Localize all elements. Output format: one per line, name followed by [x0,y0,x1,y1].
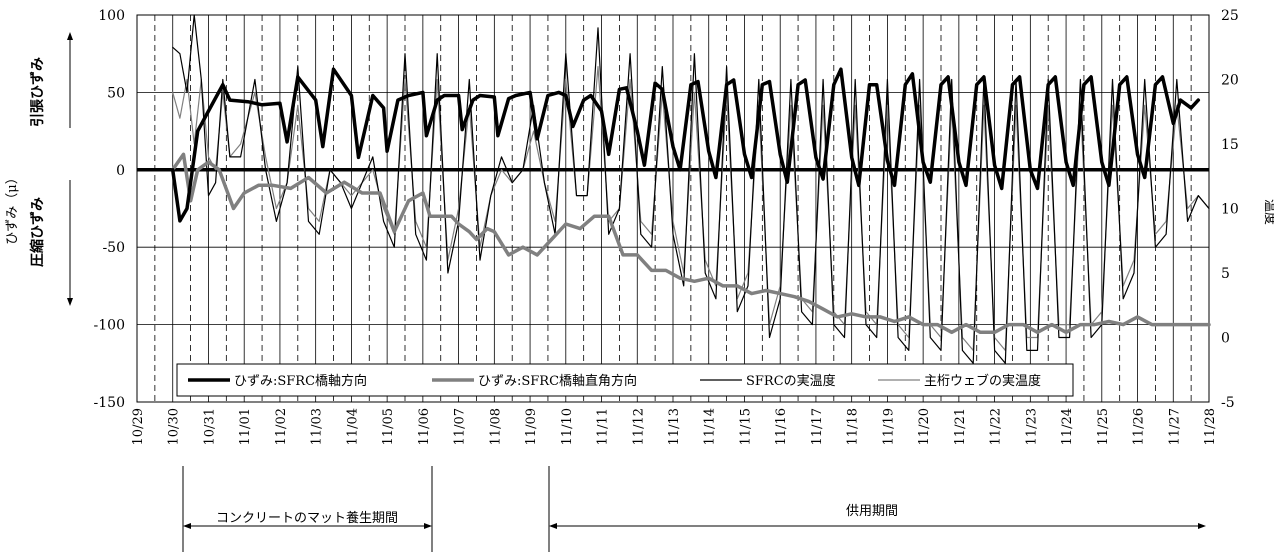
x-tick-label: 11/11 [596,408,611,445]
x-tick-label: 11/05 [381,408,396,445]
service-period-label: 供用期間 [846,504,898,519]
x-tick-label: 10/29 [131,408,146,445]
x-tick-label: 10/30 [167,408,182,445]
series-line-3 [172,65,1210,351]
y-left-tick-label: 0 [116,163,125,179]
legend-box [176,363,1074,397]
x-tick-label: 11/28 [1203,408,1218,445]
x-tick-label: 11/17 [810,408,825,445]
x-tick-label: 11/04 [345,408,360,445]
x-tick-label: 11/26 [1132,408,1147,445]
x-tick-label: 11/21 [953,408,968,445]
x-tick-label: 11/09 [524,408,539,445]
legend-label-sfrc-temp: SFRCの実温度 [746,373,836,389]
y-right-tick-label: 20 [1221,73,1239,89]
y-right-tick-label: 5 [1221,266,1230,282]
series-line-1 [170,152,1211,335]
x-tick-label: 11/02 [274,408,289,445]
x-tick-label: 11/24 [1060,408,1075,445]
y-axis-left-title: ひずみ（μ） [5,171,20,244]
y-left-tick-label: -100 [94,318,125,334]
y-right-tick-label: 0 [1221,331,1230,347]
series-layer [170,14,1211,364]
y-right-tick-label: -5 [1221,395,1235,411]
x-tick-label: 11/13 [667,408,682,445]
legend-label-strain-axial: ひずみ:SFRC橋軸方向 [234,373,367,389]
x-tick-label: 11/25 [1096,408,1111,445]
x-tick-label: 11/07 [453,408,468,445]
y-left-tick-label: 50 [107,85,125,101]
series-line-2 [172,14,1210,364]
x-tick-label: 11/03 [310,408,325,445]
x-tick-label: 10/31 [202,408,217,445]
x-tick-label: 11/19 [881,408,896,445]
x-tick-label: 11/15 [738,408,753,445]
legend-label-strain-transverse: ひずみ:SFRC橋軸直角方向 [478,373,637,389]
y-right-tick-label: 25 [1221,8,1239,24]
x-tick-label: 11/18 [846,408,861,445]
y-left-tick-label: 100 [98,8,125,24]
x-tick-label: 11/10 [560,408,575,445]
cure-period-arrowhead-left [183,523,191,529]
y-left-tick-label: -150 [94,395,125,411]
y-axis-right-title: 温度 [1262,199,1274,225]
cure-period-label: コンクリートのマット養生期間 [216,510,398,526]
x-tick-label: 11/16 [774,408,789,445]
x-tick-label: 11/12 [631,408,646,445]
compression-arrow [67,180,73,306]
period-annotations: コンクリートのマット養生期間 供用期間 [182,466,1206,552]
y-right-tick-label: 10 [1221,202,1239,218]
y-right-tick-label: 15 [1221,137,1239,153]
x-tick-label: 11/08 [488,408,503,445]
legend-label-web-temp: 主桁ウェブの実温度 [924,373,1041,389]
cure-period-arrowhead-right [424,523,432,529]
x-tick-label: 11/27 [1167,408,1182,445]
x-tick-label: 11/14 [703,408,718,445]
service-period-arrowhead-left [549,523,557,529]
x-tick-label: 11/22 [989,408,1004,445]
tension-arrow [67,32,73,128]
compression-label: 圧縮ひずみ [29,197,46,267]
tension-label: 引張ひずみ [29,57,46,127]
service-period-arrowhead-right [1198,523,1206,529]
x-tick-label: 11/23 [1024,408,1039,445]
series-line-0 [170,67,1201,223]
legend: ひずみ:SFRC橋軸方向 ひずみ:SFRC橋軸直角方向 SFRCの実温度 主桁ウ… [176,363,1074,397]
x-tick-label: 11/01 [238,408,253,445]
x-tick-label: 11/06 [417,408,432,445]
y-left-tick-label: -50 [102,240,125,256]
x-tick-label: 11/20 [917,408,932,445]
